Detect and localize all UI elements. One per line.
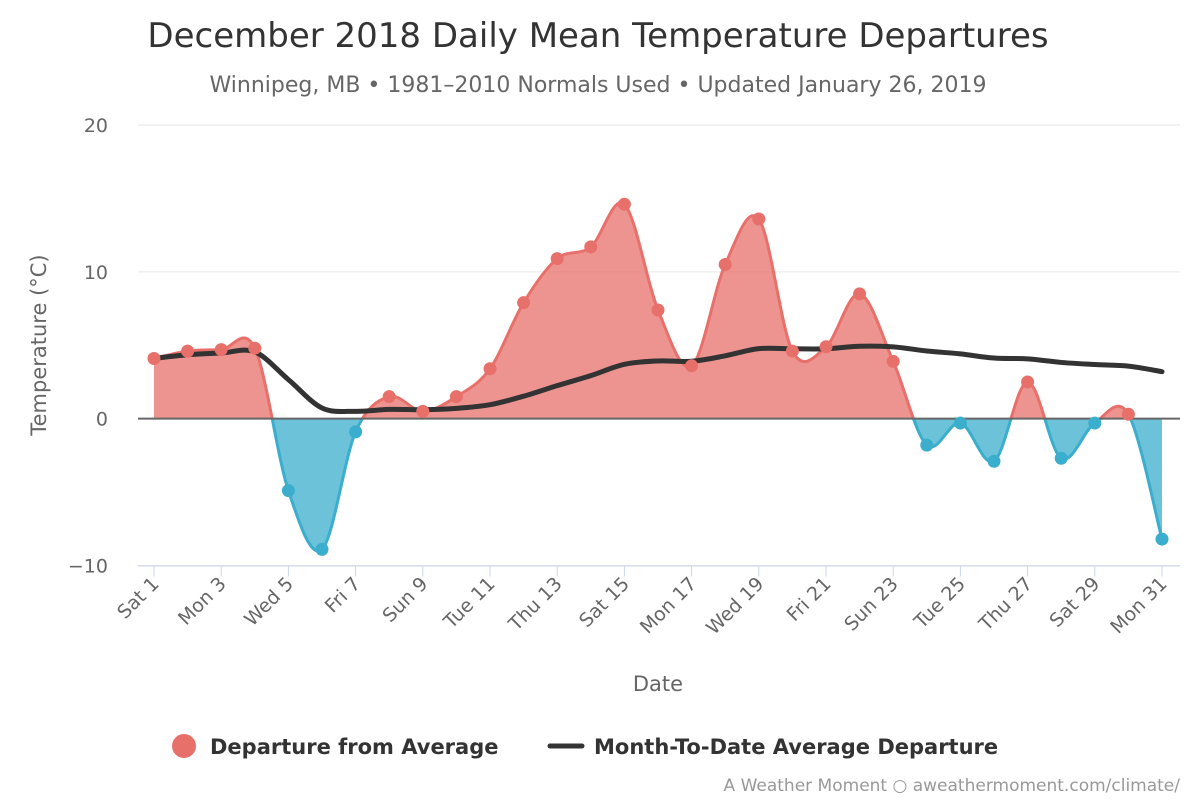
departure-point[interactable] bbox=[584, 240, 598, 254]
departure-point[interactable] bbox=[382, 390, 396, 404]
x-axis-tick-labels: Sat 1 Mon 3 Wed 5 Fri 7 Sun 9 Tue 11 Thu 13 Sat… bbox=[113, 573, 1171, 639]
departure-point[interactable] bbox=[1088, 416, 1102, 430]
departure-point[interactable] bbox=[550, 252, 564, 266]
month-to-date-line-group bbox=[151, 343, 1165, 415]
departure-area-negative bbox=[154, 418, 1162, 551]
x-tick-label: Fri 7 bbox=[321, 573, 365, 617]
departure-point[interactable] bbox=[214, 343, 228, 357]
departure-point[interactable] bbox=[853, 287, 867, 301]
departure-point[interactable] bbox=[315, 542, 329, 556]
departure-point[interactable] bbox=[281, 484, 295, 498]
y-tick-label: 0 bbox=[96, 409, 108, 431]
x-tick-label: Sun 23 bbox=[840, 573, 902, 635]
x-axis-title: Date bbox=[633, 672, 683, 696]
departure-point[interactable] bbox=[1155, 532, 1169, 546]
departure-point[interactable] bbox=[517, 296, 531, 310]
departure-point[interactable] bbox=[349, 425, 363, 439]
x-tick-label: Mon 3 bbox=[174, 573, 231, 630]
y-axis-title: Temperature (°C) bbox=[27, 254, 51, 436]
x-tick-label: Sat 29 bbox=[1045, 573, 1104, 632]
y-tick-label: 10 bbox=[84, 262, 108, 284]
departure-point[interactable] bbox=[651, 303, 665, 317]
departure-point[interactable] bbox=[147, 351, 161, 365]
chart-credit[interactable]: A Weather Moment ○ aweathermoment.com/cl… bbox=[724, 776, 1181, 796]
x-tick-label: Wed 5 bbox=[240, 573, 298, 631]
chart-title: December 2018 Daily Mean Temperature Dep… bbox=[147, 16, 1048, 56]
departure-point[interactable] bbox=[920, 438, 934, 452]
x-tick-label: Mon 17 bbox=[636, 573, 701, 638]
departure-point[interactable] bbox=[416, 404, 430, 418]
legend-departure-marker bbox=[172, 734, 196, 758]
departure-point[interactable] bbox=[617, 197, 631, 211]
departure-line-positive bbox=[153, 201, 1133, 419]
y-axis-tick-labels: −10 0 10 20 bbox=[68, 115, 108, 578]
departure-point[interactable] bbox=[987, 454, 1001, 468]
departure-point[interactable] bbox=[483, 362, 497, 376]
x-tick-label: Tue 25 bbox=[909, 573, 970, 634]
y-tick-label: 20 bbox=[84, 115, 108, 137]
legend-month-to-date-label: Month-To-Date Average Departure bbox=[594, 735, 998, 759]
departure-point[interactable] bbox=[1121, 407, 1135, 421]
x-tick-label: Fri 21 bbox=[783, 573, 836, 626]
axes bbox=[138, 417, 1180, 577]
y-tick-label: −10 bbox=[68, 556, 108, 578]
departure-point[interactable] bbox=[886, 354, 900, 368]
departure-point[interactable] bbox=[953, 416, 967, 430]
departure-points-group bbox=[147, 197, 1169, 556]
x-tick-label: Sun 9 bbox=[378, 573, 432, 627]
departure-point[interactable] bbox=[752, 212, 766, 226]
departure-point[interactable] bbox=[1021, 375, 1035, 389]
chart-subtitle: Winnipeg, MB • 1981–2010 Normals Used • … bbox=[210, 73, 987, 98]
legend-item-month-to-date[interactable]: Month-To-Date Average Departure bbox=[547, 735, 998, 759]
departure-point[interactable] bbox=[1054, 451, 1068, 465]
departure-point[interactable] bbox=[181, 344, 195, 358]
legend-departure-label: Departure from Average bbox=[210, 735, 498, 759]
departure-point[interactable] bbox=[785, 344, 799, 358]
x-tick-label: Mon 31 bbox=[1106, 573, 1171, 638]
x-tick-label: Sat 15 bbox=[575, 573, 634, 632]
departure-point[interactable] bbox=[248, 341, 262, 355]
x-tick-label: Sat 1 bbox=[113, 573, 163, 623]
x-tick-label: Tue 11 bbox=[439, 573, 500, 634]
departure-point[interactable] bbox=[718, 257, 732, 271]
departure-area-group bbox=[153, 201, 1164, 553]
departure-point[interactable] bbox=[685, 359, 699, 373]
departure-area-positive bbox=[154, 202, 1131, 419]
departure-point[interactable] bbox=[449, 390, 463, 404]
legend-item-departure[interactable]: Departure from Average bbox=[172, 734, 498, 759]
legend[interactable]: Departure from Average Month-To-Date Ave… bbox=[172, 734, 998, 759]
departure-point[interactable] bbox=[819, 340, 833, 354]
x-tick-label: Thu 27 bbox=[974, 573, 1037, 636]
month-to-date-line bbox=[151, 343, 1165, 415]
x-tick-label: Thu 13 bbox=[504, 573, 567, 636]
x-tick-label: Wed 19 bbox=[702, 573, 768, 639]
